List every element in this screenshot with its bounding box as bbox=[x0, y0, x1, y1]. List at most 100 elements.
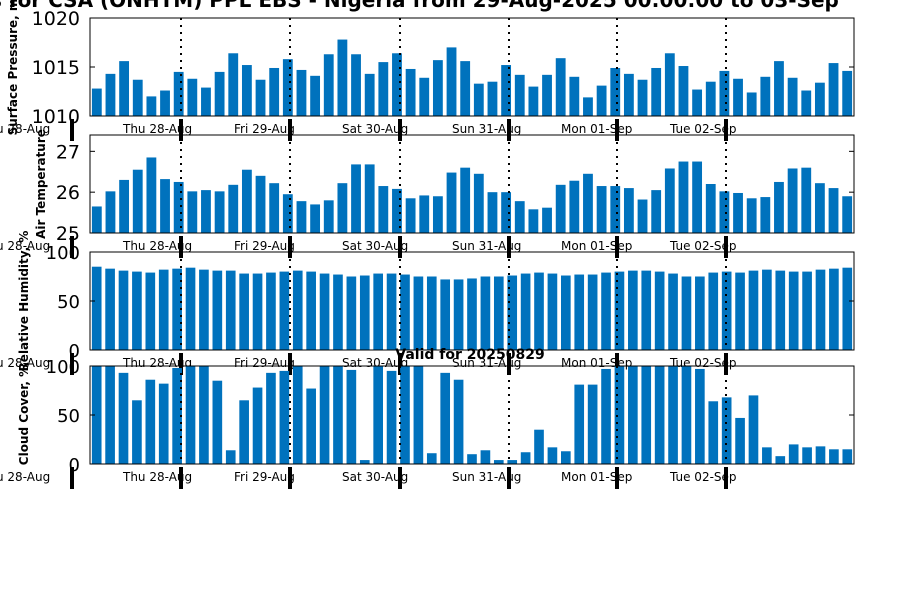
bar bbox=[583, 97, 593, 116]
day-label: Tue 02-Sep bbox=[669, 239, 737, 253]
day-label: u 28-Aug bbox=[0, 122, 50, 136]
bar bbox=[351, 164, 361, 233]
day-label: Mon 01-Sep bbox=[561, 470, 632, 484]
bar bbox=[774, 181, 784, 233]
bar bbox=[583, 173, 593, 233]
bar bbox=[118, 270, 129, 350]
bar bbox=[201, 87, 211, 116]
bar bbox=[487, 192, 498, 233]
bar bbox=[453, 379, 464, 464]
bar bbox=[678, 161, 689, 233]
day-label: Sat 30-Aug bbox=[342, 470, 408, 484]
y-tick-label: 0 bbox=[69, 341, 80, 362]
bar bbox=[651, 67, 662, 116]
bar bbox=[105, 191, 116, 233]
bar bbox=[132, 169, 143, 233]
bar bbox=[542, 74, 552, 116]
day-label: Fri 29-Aug bbox=[234, 239, 295, 253]
bar bbox=[829, 268, 839, 350]
bar bbox=[746, 198, 757, 233]
bar bbox=[520, 273, 531, 350]
bar bbox=[373, 366, 383, 464]
bar bbox=[319, 366, 330, 464]
bar bbox=[695, 276, 705, 350]
bar bbox=[319, 273, 330, 350]
y-axis-label: Air Temperature bbox=[34, 129, 48, 239]
day-label: Thu 28-Aug bbox=[122, 470, 192, 484]
bar bbox=[829, 449, 839, 464]
y-tick-label: 50 bbox=[57, 406, 80, 427]
bar bbox=[528, 86, 539, 116]
bar bbox=[802, 447, 812, 464]
bar bbox=[561, 451, 571, 464]
bar bbox=[762, 269, 772, 350]
bar bbox=[212, 380, 223, 464]
bar bbox=[654, 271, 665, 350]
bar bbox=[542, 207, 552, 233]
bar bbox=[255, 79, 266, 116]
bar bbox=[187, 191, 198, 233]
bar bbox=[266, 272, 276, 350]
bar bbox=[574, 384, 585, 464]
day-label: u 28-Aug bbox=[0, 356, 50, 370]
bar bbox=[252, 273, 263, 350]
bar bbox=[400, 366, 410, 464]
bar bbox=[493, 460, 504, 464]
y-axis-label: Surface Pressure, m bbox=[6, 0, 20, 135]
bar bbox=[460, 61, 471, 116]
bar bbox=[239, 400, 249, 464]
bar bbox=[695, 368, 705, 464]
panel-3: 0 50 100 Relative Humidity, %u 28-Aug Thu 28… bbox=[0, 231, 855, 375]
bar bbox=[173, 181, 184, 233]
y-tick-label: 1010 bbox=[32, 106, 80, 128]
bar bbox=[173, 71, 184, 116]
valid-date-label: Valid for 20250829 bbox=[395, 347, 544, 363]
bar bbox=[721, 271, 732, 350]
bar bbox=[214, 71, 225, 116]
bar bbox=[692, 161, 703, 233]
bar bbox=[91, 366, 102, 464]
bar bbox=[760, 197, 771, 233]
bar bbox=[654, 366, 665, 464]
day-label: Sat 30-Aug bbox=[342, 122, 408, 136]
bar bbox=[413, 276, 424, 350]
bar bbox=[333, 274, 343, 350]
bar bbox=[296, 201, 307, 233]
bar bbox=[146, 157, 157, 233]
bar bbox=[705, 81, 716, 116]
bar bbox=[282, 59, 293, 116]
bar bbox=[105, 73, 116, 116]
bar bbox=[310, 75, 321, 116]
bar bbox=[815, 446, 826, 464]
day-label: Tue 02-Sep bbox=[669, 470, 737, 484]
bar bbox=[774, 61, 784, 116]
bar bbox=[172, 268, 182, 350]
bar bbox=[373, 273, 383, 350]
bar bbox=[628, 366, 638, 464]
bar bbox=[534, 272, 544, 350]
bar bbox=[119, 179, 130, 233]
bar bbox=[801, 167, 812, 233]
bar bbox=[187, 78, 198, 116]
bar bbox=[735, 272, 745, 350]
bar bbox=[719, 70, 730, 116]
bar bbox=[641, 270, 652, 350]
bar bbox=[802, 271, 812, 350]
bar bbox=[467, 454, 477, 464]
bar bbox=[569, 180, 580, 233]
day-label: Fri 29-Aug bbox=[234, 122, 295, 136]
bar bbox=[664, 168, 675, 233]
bar bbox=[145, 272, 156, 350]
bar bbox=[386, 370, 397, 464]
bar bbox=[212, 270, 223, 350]
bar bbox=[775, 270, 786, 350]
bar bbox=[641, 366, 652, 464]
bar bbox=[426, 453, 437, 464]
bar bbox=[842, 70, 853, 116]
bar bbox=[413, 366, 424, 464]
bar bbox=[252, 387, 263, 464]
bar bbox=[310, 204, 321, 233]
bar bbox=[668, 366, 678, 464]
